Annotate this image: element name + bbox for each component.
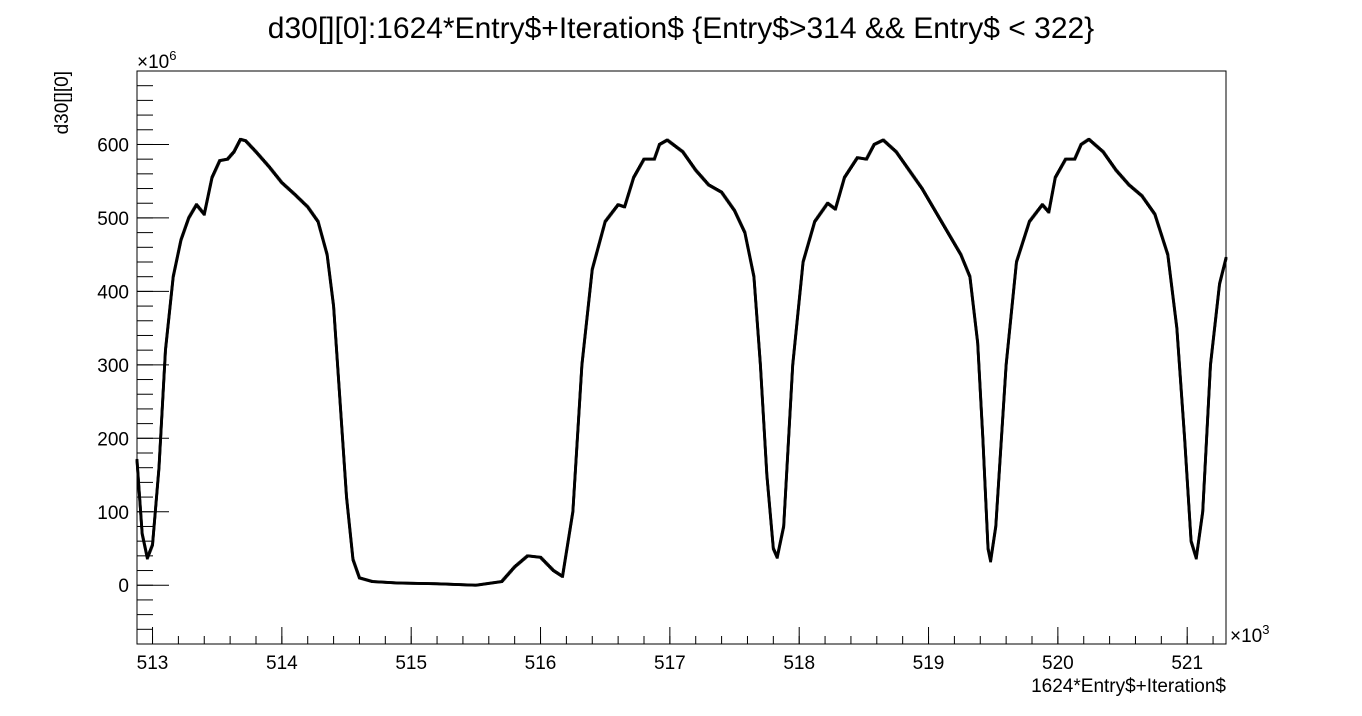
y-tick-label: 300 <box>97 356 129 377</box>
x-axis-label: 1624*Entry$+Iteration$ <box>1031 676 1226 697</box>
y-axis: 0 100 200 300 400 500 600 <box>97 70 169 645</box>
x-tick-label: 513 <box>137 653 169 674</box>
x-tick-label: 516 <box>525 653 557 674</box>
x-tick-label: 517 <box>654 653 686 674</box>
chart-title: d30[][0]:1624*Entry$+Iteration$ {Entry$>… <box>268 12 1094 45</box>
data-series <box>135 137 1228 587</box>
y-tick-label: 500 <box>97 209 129 230</box>
x-tick-label: 514 <box>266 653 298 674</box>
y-tick-label: 100 <box>97 503 129 524</box>
y-tick-label: 600 <box>97 135 129 156</box>
x-axis: 513 514 515 516 517 518 519 520 521 <box>137 627 1214 674</box>
plot-frame <box>136 70 1227 645</box>
x-tick-label: 515 <box>395 653 427 674</box>
y-tick-label: 0 <box>118 576 129 597</box>
y-tick-label: 400 <box>97 282 129 303</box>
x-tick-label: 518 <box>783 653 815 674</box>
data-point <box>1224 256 1228 260</box>
x-tick-label: 520 <box>1042 653 1074 674</box>
y-tick-label: 200 <box>97 429 129 450</box>
x-tick-label: 521 <box>1171 653 1203 674</box>
y-axis-multiplier: ×106 <box>137 48 176 73</box>
x-axis-multiplier: ×103 <box>1230 622 1269 647</box>
x-tick-label: 519 <box>913 653 945 674</box>
y-axis-label: d30[][0] <box>52 71 73 134</box>
